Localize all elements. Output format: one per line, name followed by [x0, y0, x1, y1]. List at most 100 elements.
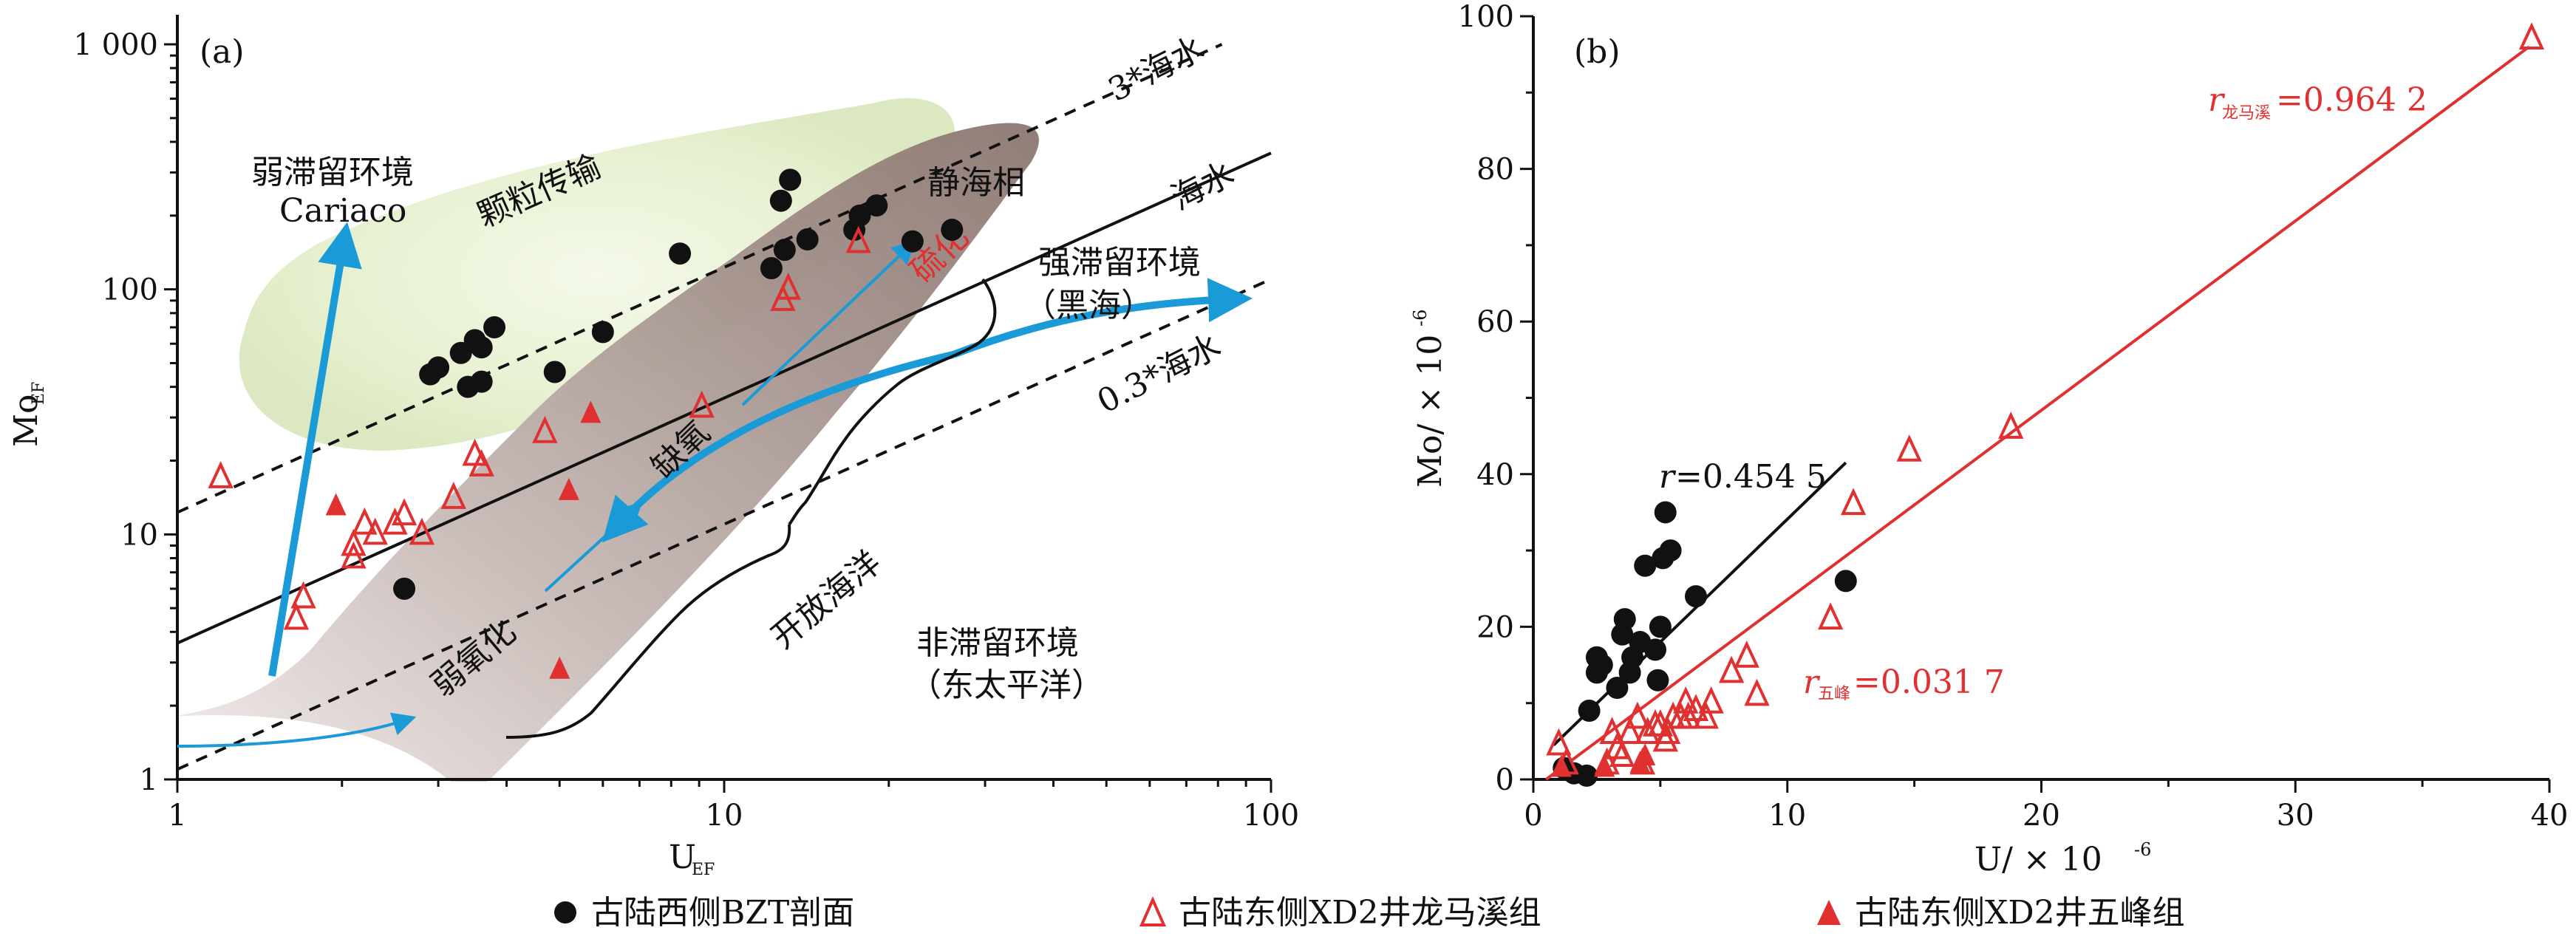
panel-a-y-title: Mo EF: [7, 382, 48, 447]
data-point-triangle-open: [440, 482, 466, 509]
r-wufeng-value: =0.031 7: [1853, 663, 2005, 701]
y-tick-label: 80: [1476, 153, 1514, 187]
data-point-triangle-open: [352, 507, 378, 535]
y-tick-label: 100: [1458, 0, 1514, 34]
x-tick-label: 40: [2531, 799, 2569, 833]
legend-open-triangle-marker: [1139, 896, 1167, 926]
data-point-triangle-open: [382, 507, 408, 535]
oxic-to-anoxic-arrow-low: [177, 712, 417, 748]
y-tick-label: 10: [120, 518, 158, 552]
data-point-triangle-open: [2518, 22, 2545, 49]
particle-transport-zone: [239, 98, 955, 451]
non-retention-label: 非滞留环境: [916, 624, 1079, 662]
y-title-main: Mo: [7, 394, 45, 447]
data-point-triangle-open: [1744, 678, 1770, 706]
oxic-to-anoxic-arrow-mid: [544, 502, 643, 593]
data-point-triangle-open: [532, 415, 558, 443]
reference-line-2: [177, 278, 1272, 771]
data-point-triangle-open: [1718, 655, 1745, 683]
data-point-circle-filled: [1649, 615, 1672, 638]
strong-retention-label: 强滞留环境: [1038, 244, 1201, 281]
data-point-circle-filled: [449, 341, 472, 364]
data-point-triangle-open: [1896, 434, 1922, 462]
data-point-circle-filled: [1654, 501, 1677, 524]
x-title-b: U/ × 10: [1974, 841, 2102, 878]
data-point-circle-filled: [470, 336, 493, 359]
data-point-circle-filled: [1634, 554, 1657, 577]
panel-a-x-title: U EF: [669, 839, 715, 879]
y-tick-label: 60: [1476, 305, 1514, 339]
data-point-circle-filled: [591, 321, 614, 344]
data-point-triangle-open: [1609, 740, 1635, 768]
data-point-triangle-open: [283, 602, 310, 630]
data-point-circle-filled: [1644, 638, 1666, 661]
data-point-triangle-open: [468, 449, 494, 477]
r-longmaxi-value: =0.964 2: [2276, 81, 2427, 119]
data-point-circle-filled: [773, 239, 796, 262]
data-point-circle-filled: [427, 356, 450, 379]
data-point-circle-filled: [796, 228, 819, 250]
panel-b-axes: 0 10 20 30 40 0 20 40 60 80 100: [1458, 0, 2569, 833]
data-point-triangle-open: [1546, 728, 1572, 756]
x-title-sub: EF: [692, 861, 715, 879]
data-point-triangle-open: [1693, 701, 1719, 729]
east-pacific-label: （东太平洋）: [909, 666, 1104, 704]
data-point-triangle-open: [1655, 717, 1681, 745]
r-longmaxi-sub: 龙马溪: [2222, 104, 2271, 123]
data-point-triangle-open: [845, 225, 871, 253]
panel-a-points: [208, 168, 964, 679]
r-longmaxi-r: r: [2208, 81, 2226, 119]
r-wufeng-sub: 五峰: [1818, 685, 1850, 703]
data-point-circle-filled: [779, 168, 802, 191]
legend-label-bzt: 古陆西侧BZT剖面: [591, 894, 854, 932]
legend-circle-marker: [554, 901, 576, 923]
data-point-triangle-filled: [1550, 754, 1572, 777]
r-longmaxi-label: r 龙马溪 =0.964 2: [2208, 81, 2427, 123]
panel-a-axes: 1 10 100 1 10 100 1 000: [73, 15, 1299, 833]
y-tick-label: 100: [102, 273, 158, 307]
data-point-circle-filled: [470, 370, 493, 393]
black-sea-label: （黑海）: [1023, 287, 1154, 324]
data-point-circle-filled: [901, 230, 924, 253]
weak-retention-arrow: [268, 222, 362, 677]
x-tick-label: 0: [1524, 799, 1542, 833]
r-black-label: r =0.454 5: [1659, 458, 1827, 496]
legend-filled-triangle-marker: [1817, 900, 1841, 925]
seawater-label: 海水: [1165, 154, 1241, 217]
data-point-circle-filled: [769, 189, 792, 212]
legend-label-wufeng: 古陆东侧XD2井五峰组: [1855, 894, 2185, 932]
y-tick-label: 1: [140, 763, 158, 797]
reference-line-0: [177, 43, 1223, 514]
fit-line-triangle-open: [1544, 45, 2530, 781]
data-point-circle-filled: [1590, 654, 1613, 677]
data-point-triangle-open: [1818, 602, 1844, 630]
x-tick-label: 10: [1768, 799, 1806, 833]
panel-b-points: [1546, 22, 2545, 787]
data-point-triangle-filled: [549, 656, 570, 679]
anoxic-to-euxinic-arrow: [741, 239, 916, 406]
data-point-triangle-open: [391, 498, 418, 526]
open-ocean-label: 开放海洋: [764, 544, 888, 656]
data-point-circle-filled: [760, 257, 783, 280]
data-point-circle-filled: [1652, 547, 1674, 570]
x-tick-label: 30: [2277, 799, 2314, 833]
y-tick-label: 40: [1476, 458, 1514, 492]
data-point-triangle-open: [362, 517, 388, 545]
x-tick-label: 20: [2023, 799, 2060, 833]
data-point-circle-filled: [393, 577, 416, 600]
data-point-circle-filled: [1685, 585, 1707, 608]
data-point-triangle-open: [1599, 717, 1625, 745]
x-title-main: U: [669, 839, 696, 876]
panel-b-y-title: Mo/ × 10 -6: [1410, 310, 1449, 488]
strong-retention-arrow-right: [952, 278, 1253, 358]
data-point-circle-filled: [669, 242, 692, 265]
data-point-circle-filled: [1834, 570, 1857, 593]
data-point-triangle-open: [290, 581, 316, 609]
y-tick-label: 0: [1496, 763, 1514, 797]
data-point-circle-filled: [848, 204, 871, 227]
data-point-triangle-open: [1624, 701, 1651, 729]
panel-a-label: (a): [200, 33, 245, 71]
y-title-b-exp: -6: [1410, 310, 1431, 327]
